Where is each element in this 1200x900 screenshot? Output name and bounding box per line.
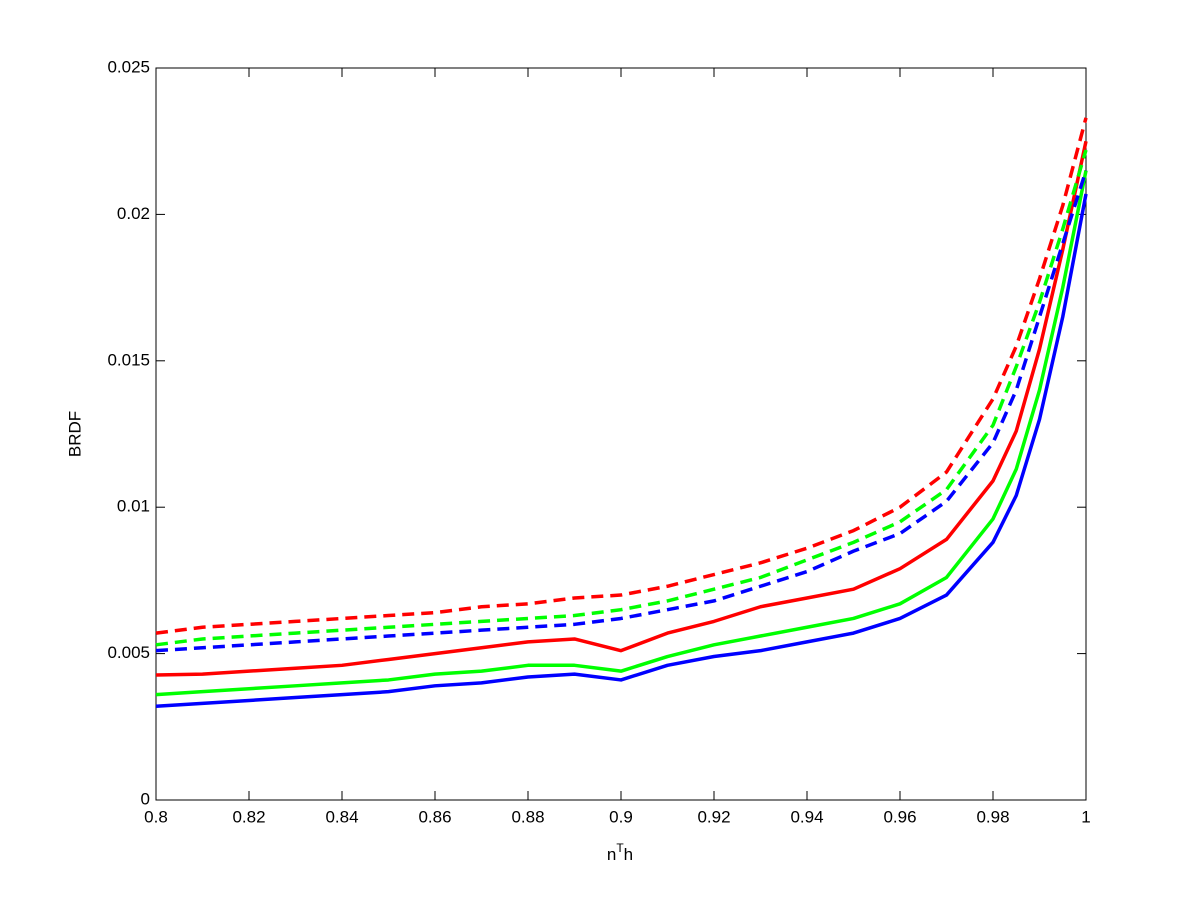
- x-tick-label: 0.86: [418, 807, 451, 826]
- x-axis-label: nTh: [607, 841, 633, 864]
- x-tick-label: 0.96: [883, 807, 916, 826]
- series-line: [155, 193, 1088, 709]
- x-tick-label: 0.9: [609, 807, 633, 826]
- plot-box: [155, 67, 1087, 801]
- x-tick-label: 0.8: [144, 807, 168, 826]
- series-line: [155, 169, 1088, 653]
- y-tick-label: 0.01: [117, 497, 150, 516]
- series-line: [155, 117, 1088, 635]
- series-line: [155, 149, 1088, 647]
- x-tick-label: 0.84: [325, 807, 358, 826]
- x-label-tail: h: [624, 845, 633, 864]
- y-tick-label: 0.005: [107, 643, 150, 662]
- x-label-base: n: [607, 845, 616, 864]
- y-tick-label: 0.02: [117, 204, 150, 223]
- y-tick-label: 0.015: [107, 350, 150, 369]
- x-tick-label: 0.82: [232, 807, 265, 826]
- y-axis-label: BRDF: [65, 411, 84, 457]
- series-line: [155, 140, 1088, 677]
- x-tick-label: 0.88: [511, 807, 544, 826]
- x-tick-label: 0.94: [790, 807, 823, 826]
- x-label-sup: T: [616, 841, 624, 855]
- y-tick-label: 0.025: [107, 57, 150, 76]
- x-tick-label: 0.92: [697, 807, 730, 826]
- x-tick-label: 0.98: [976, 807, 1009, 826]
- x-tick-label: 1: [1081, 807, 1090, 826]
- series-line: [155, 170, 1088, 697]
- y-tick-label: 0: [141, 789, 150, 808]
